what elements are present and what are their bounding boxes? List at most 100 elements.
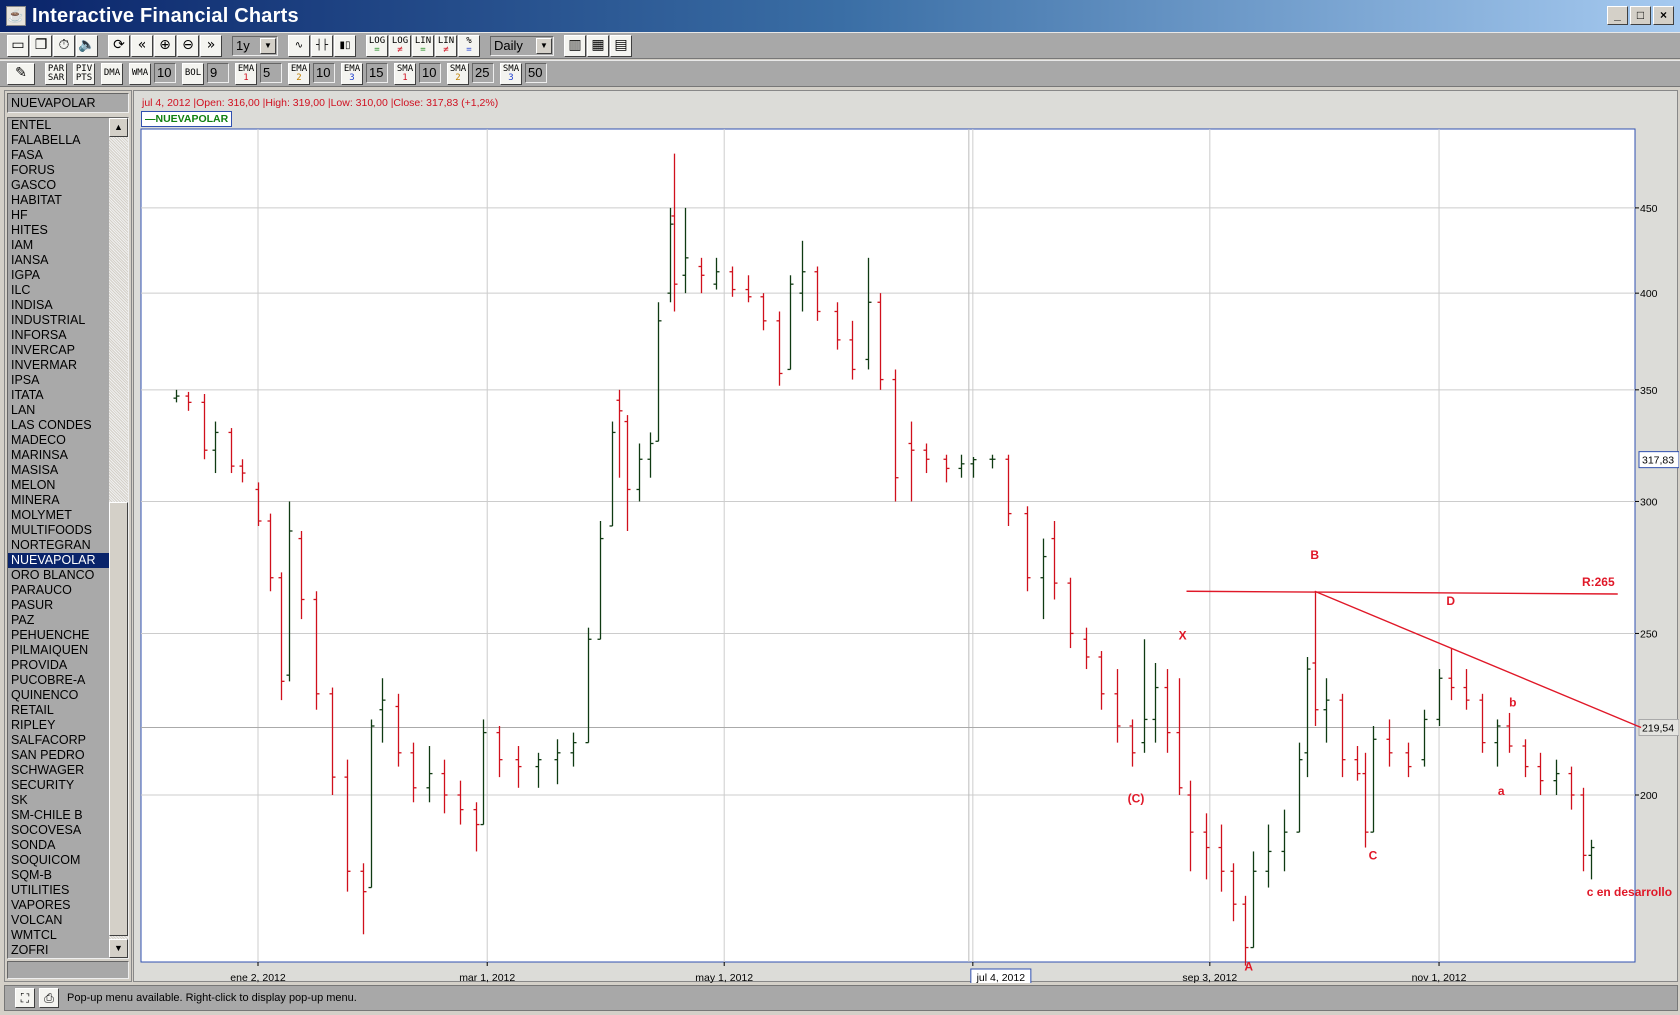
ohlc-bar[interactable] — [1479, 693, 1486, 753]
list-item[interactable]: MARINSA — [11, 448, 68, 462]
ohlc-bar[interactable] — [1354, 746, 1361, 781]
ohlc-bar[interactable] — [1386, 719, 1393, 767]
list-item[interactable]: FORUS — [11, 163, 55, 177]
zoom-out-button[interactable]: ⊖ — [177, 34, 199, 57]
list-item[interactable]: PARAUCO — [11, 583, 72, 597]
list-item[interactable]: ZOFRI — [11, 943, 49, 957]
ohlc-bar[interactable] — [278, 572, 285, 701]
ohlc-bar[interactable] — [1296, 742, 1303, 833]
ohlc-bar[interactable] — [1098, 651, 1105, 710]
sound-button[interactable]: 🔈 — [76, 34, 98, 57]
chevron-down-icon[interactable]: ▼ — [536, 37, 552, 54]
ohlc-bar[interactable] — [457, 780, 464, 825]
ohlc-bar[interactable] — [368, 719, 375, 889]
ohlc-bar[interactable] — [1463, 669, 1470, 710]
list-item[interactable]: IGPA — [11, 268, 40, 282]
scroll-forward-button[interactable]: » — [200, 34, 222, 57]
list-item[interactable]: INVERMAR — [11, 358, 77, 372]
list-item[interactable]: MELON — [11, 478, 56, 492]
ohlc-bar[interactable] — [1164, 669, 1171, 753]
indicator-button[interactable]: EMA 3 — [341, 62, 363, 85]
list-item[interactable]: PAZ — [11, 613, 35, 627]
indicator-period-input[interactable]: 25 — [472, 62, 494, 83]
ohlc-bar[interactable] — [1114, 669, 1121, 743]
ohlc-bar[interactable] — [908, 421, 915, 502]
list-item[interactable]: MADECO — [11, 433, 66, 447]
indicator-period-input[interactable]: 5 — [260, 62, 282, 83]
ohlc-bar[interactable] — [877, 293, 884, 390]
chevron-down-icon[interactable]: ▼ — [260, 37, 276, 54]
ohlc-bar[interactable] — [616, 389, 623, 478]
zoom-in-button[interactable]: ⊕ — [154, 34, 176, 57]
ohlc-bar[interactable] — [1339, 693, 1346, 778]
ohlc-bar[interactable] — [1265, 824, 1272, 888]
list-item[interactable]: INDISA — [11, 298, 53, 312]
ohlc-bar[interactable] — [647, 432, 654, 478]
ohlc-bar[interactable] — [958, 454, 965, 478]
list-item[interactable]: HITES — [11, 223, 48, 237]
indicator-button[interactable]: EMA 2 — [288, 62, 310, 85]
restore-windows-button[interactable]: ❐ — [30, 34, 52, 57]
scroll-thumb[interactable] — [109, 502, 128, 936]
list-item[interactable]: INDUSTRIAL — [11, 313, 86, 327]
list-item[interactable]: SCHWAGER — [11, 763, 85, 777]
indicator-button[interactable]: BOL — [182, 62, 204, 85]
ohlc-bar[interactable] — [1005, 454, 1012, 526]
list-item[interactable]: MASISA — [11, 463, 59, 477]
ohlc-bar[interactable] — [298, 530, 305, 620]
ohlc-bar[interactable] — [1405, 742, 1412, 778]
ohlc-bar[interactable] — [1129, 719, 1136, 767]
ohlc-bar[interactable] — [1218, 824, 1225, 892]
ohlc-bar[interactable] — [1203, 813, 1210, 880]
ohlc-bar[interactable] — [636, 443, 643, 502]
ohlc-bar[interactable] — [1304, 656, 1311, 778]
chart-pane[interactable]: 200 250 300 350 400 450 ene 2, 2012 mar 1, 2012… — [133, 90, 1679, 983]
list-item[interactable]: VOLCAN — [11, 913, 63, 927]
interval-select[interactable]: Daily ▼ — [490, 35, 554, 56]
ohlc-bar[interactable] — [989, 454, 996, 469]
ohlc-bar[interactable] — [1323, 678, 1330, 743]
list-item[interactable]: PROVIDA — [11, 658, 68, 672]
ohlc-bar[interactable] — [849, 320, 856, 380]
minimize-button[interactable]: _ — [1607, 6, 1628, 25]
list-item[interactable]: MOLYMET — [11, 508, 72, 522]
chart-window-button[interactable]: ▤ — [610, 34, 632, 57]
ohlc-bar[interactable] — [814, 266, 821, 321]
trendline-line[interactable] — [1314, 590, 1642, 729]
list-item[interactable]: PILMAIQUEN — [11, 643, 89, 657]
close-button[interactable]: × — [1653, 6, 1674, 25]
ohlc-bar[interactable] — [799, 240, 806, 312]
list-item[interactable]: IANSA — [11, 253, 49, 267]
ohlc-bar[interactable] — [1024, 506, 1031, 592]
ohlc-bar[interactable] — [1141, 639, 1148, 753]
ohlc-bar[interactable] — [923, 443, 930, 474]
indicator-button[interactable]: DMA — [101, 62, 123, 85]
print-icon[interactable]: ⎙ — [39, 988, 59, 1008]
ohlc-bar[interactable] — [1362, 752, 1369, 848]
scroll-back-button[interactable]: « — [131, 34, 153, 57]
ohlc-bar[interactable] — [1494, 719, 1501, 767]
indicator-period-input[interactable]: 9 — [207, 62, 229, 83]
indicator-period-input[interactable]: 50 — [525, 62, 547, 83]
ohlc-bar[interactable] — [1152, 662, 1159, 743]
list-item[interactable]: SAN PEDRO — [11, 748, 85, 762]
ohlc-bar[interactable] — [1187, 780, 1194, 872]
scale-button[interactable]: % = — [458, 34, 480, 57]
indicator-button[interactable]: PIV PTS — [73, 62, 95, 85]
indicator-period-input[interactable]: 10 — [419, 62, 441, 83]
list-item[interactable]: SM-CHILE B — [11, 808, 83, 822]
ohlc-bar[interactable] — [585, 627, 592, 744]
list-item[interactable]: MINERA — [11, 493, 60, 507]
list-item[interactable]: SECURITY — [11, 778, 75, 792]
ohlc-bar[interactable] — [1176, 678, 1183, 795]
list-item[interactable]: SOCOVESA — [11, 823, 82, 837]
indicator-period-input[interactable]: 10 — [154, 62, 176, 83]
ohlc-bar[interactable] — [745, 275, 752, 303]
ohlc-bar[interactable] — [1553, 759, 1560, 795]
ohlc-bar[interactable] — [1242, 895, 1249, 966]
indicator-button[interactable]: WMA — [129, 62, 151, 85]
symbol-selector[interactable]: NUEVAPOLAR — [7, 93, 129, 113]
ohlc-bar[interactable] — [943, 454, 950, 483]
resistance-line[interactable] — [1186, 590, 1618, 595]
fit-screen-icon[interactable]: ⛶ — [15, 988, 35, 1008]
